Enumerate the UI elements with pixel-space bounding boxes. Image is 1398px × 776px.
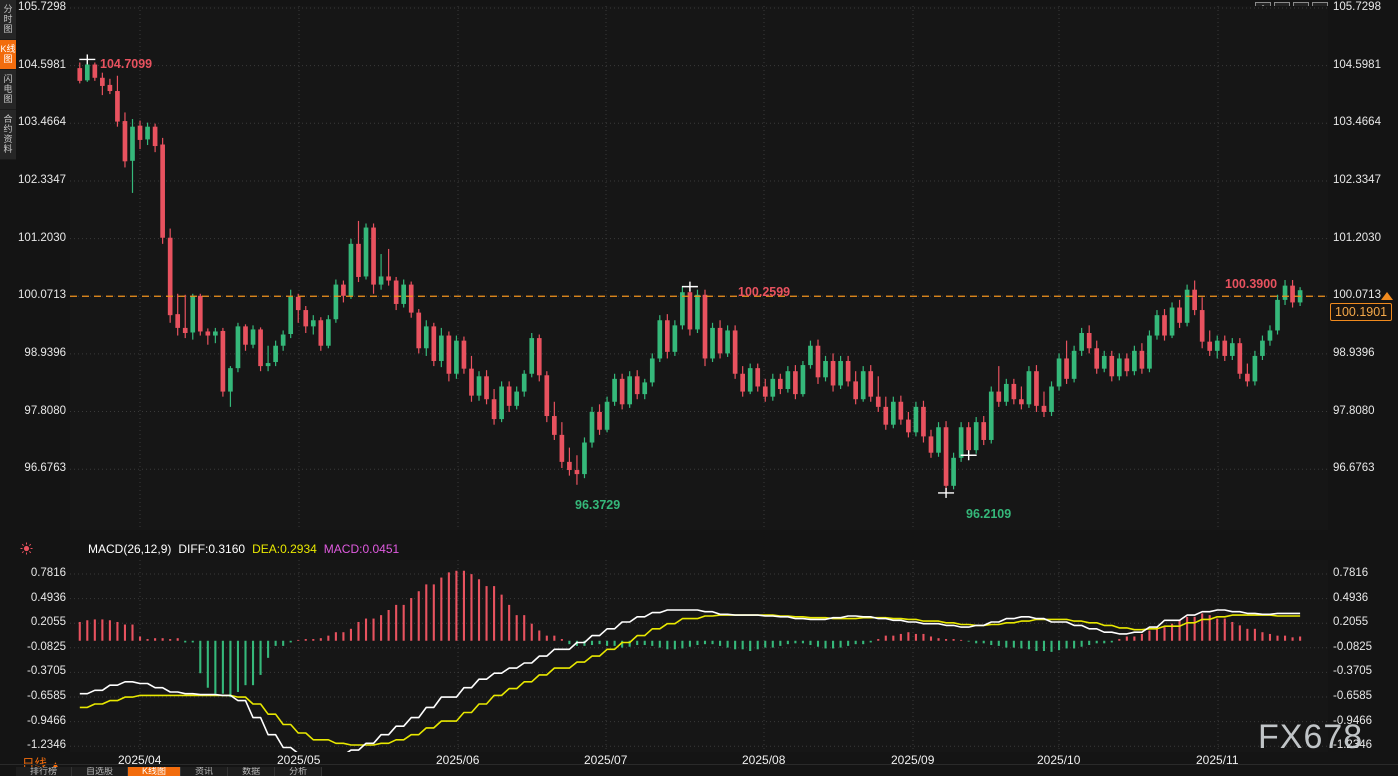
- x-axis-tick-label: 2025/05: [277, 753, 321, 767]
- macd-tick-label: -0.9466: [26, 714, 66, 727]
- price-tick-label: 96.6763: [24, 462, 66, 475]
- macd-tick-label: 0.2055: [30, 616, 66, 629]
- sidebar-item-timeshare[interactable]: 分时图: [0, 0, 16, 40]
- price-chart-panel[interactable]: [70, 6, 1328, 530]
- macd-legend: MACD(26,12,9) DIFF:0.3160 DEA:0.2934 MACD:0…: [88, 542, 406, 556]
- sidebar-item-contract-info[interactable]: 合约资料: [0, 110, 16, 160]
- footer-tab-5[interactable]: 分析: [275, 767, 323, 776]
- price-tick-label: 104.5981: [18, 58, 66, 71]
- macd-tick-label: -1.2346: [26, 739, 66, 752]
- last-price-tag[interactable]: 100.1901: [1330, 303, 1393, 321]
- last-price-arrow-icon: [1381, 292, 1393, 300]
- price-tick-label: 103.4664: [1333, 116, 1381, 129]
- macd-tick-label: 0.4936: [30, 591, 66, 604]
- footer-tab-4[interactable]: 数据: [228, 767, 276, 776]
- macd-macd-value: MACD:0.0451: [323, 542, 400, 556]
- price-tick-label: 103.4664: [18, 116, 66, 129]
- sidebar-filler: [0, 160, 16, 775]
- sidebar-item-lightning[interactable]: 闪电图: [0, 70, 16, 110]
- macd-tick-label: -1.2346: [1333, 739, 1373, 752]
- price-tick-label: 98.9396: [24, 346, 66, 359]
- left-sidebar: 分时图 K线图 闪电图 合约资料: [0, 0, 16, 775]
- macd-plot: [70, 560, 1328, 752]
- footer-tab-2[interactable]: K线图: [128, 767, 182, 776]
- macd-dea-value: DEA:0.2934: [252, 542, 317, 556]
- macd-diff-value: DIFF:0.3160: [178, 542, 246, 556]
- price-tick-label: 98.9396: [1333, 346, 1375, 359]
- price-tick-label: 101.2030: [18, 231, 66, 244]
- macd-tick-label: -0.3705: [1333, 665, 1373, 678]
- macd-tick-label: -0.6585: [26, 690, 66, 702]
- price-tick-label: 101.2030: [1333, 231, 1381, 244]
- footer-tab-0[interactable]: 排行榜: [16, 767, 73, 776]
- x-axis-tick-label: 2025/07: [584, 753, 628, 767]
- macd-tick-label: -0.9466: [1333, 714, 1373, 727]
- x-axis-tick-label: 2025/10: [1037, 753, 1081, 767]
- macd-tick-label: -0.6585: [1333, 690, 1373, 702]
- macd-tick-label: 0.7816: [1333, 567, 1369, 579]
- macd-tick-label: -0.3705: [26, 665, 66, 678]
- annotation-high-start: 104.7099: [100, 57, 153, 71]
- footer-tab-3[interactable]: 资讯: [181, 767, 229, 776]
- price-tick-label: 100.0713: [1333, 289, 1381, 302]
- price-tick-label: 100.0713: [18, 289, 66, 302]
- x-axis-tick-label: 2025/08: [742, 753, 786, 767]
- price-tick-label: 105.7298: [1333, 1, 1381, 13]
- x-axis-tick-label: 2025/09: [891, 753, 935, 767]
- annotation-low-mid: 96.3729: [575, 498, 621, 512]
- macd-tick-label: 0.2055: [1333, 616, 1369, 629]
- candlestick-plot: [70, 6, 1328, 530]
- macd-tick-label: -0.0825: [1333, 640, 1373, 653]
- macd-tick-label: -0.0825: [26, 640, 66, 653]
- macd-tick-label: 0.4936: [1333, 591, 1369, 604]
- price-tick-label: 97.8080: [1333, 404, 1375, 417]
- x-axis-tick-label: 2025/11: [1196, 753, 1239, 767]
- price-tick-label: 105.7298: [18, 1, 66, 13]
- x-axis-tick-label: 2025/04: [118, 753, 162, 767]
- watermark: FX678: [1258, 718, 1364, 756]
- macd-chart-panel[interactable]: [70, 560, 1328, 752]
- footer-cycle-arrow-icon: ▲: [50, 760, 61, 771]
- macd-indicator-icon[interactable]: [20, 542, 33, 555]
- price-tick-label: 104.5981: [1333, 58, 1381, 71]
- sidebar-item-kline[interactable]: K线图: [0, 40, 16, 70]
- price-tick-label: 102.3347: [18, 173, 66, 186]
- annotation-low-right: 96.2109: [966, 507, 1012, 521]
- x-axis-tick-label: 2025/06: [436, 753, 480, 767]
- macd-title: MACD(26,12,9): [88, 542, 172, 556]
- bottom-tab-strip: 排行榜 自选股 K线图 资讯 数据 分析: [16, 767, 323, 776]
- footer-divider: [0, 764, 1398, 765]
- macd-tick-label: 0.7816: [30, 567, 66, 579]
- price-tick-label: 96.6763: [1333, 462, 1375, 475]
- footer-tab-1[interactable]: 自选股: [72, 767, 129, 776]
- price-tick-label: 102.3347: [1333, 173, 1381, 186]
- annotation-high-mid: 100.2599: [738, 285, 791, 299]
- price-tick-label: 97.8080: [24, 404, 66, 417]
- annotation-high-right: 100.3900: [1225, 277, 1278, 291]
